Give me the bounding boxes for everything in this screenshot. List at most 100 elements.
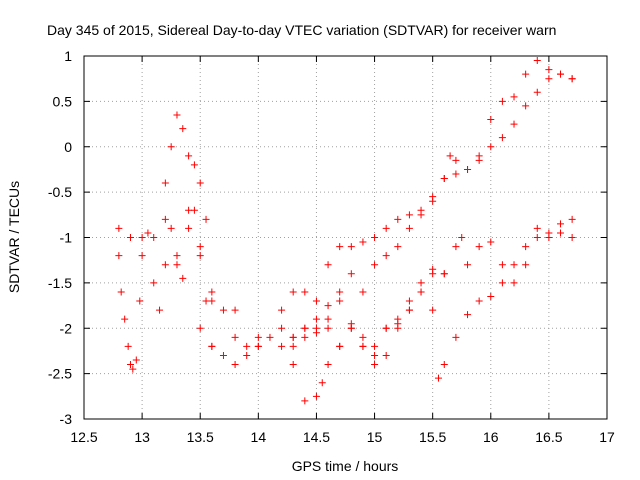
data-point-marker bbox=[185, 152, 193, 160]
data-point-marker bbox=[429, 306, 437, 314]
data-point-marker bbox=[289, 288, 297, 296]
data-point-marker bbox=[219, 306, 227, 314]
data-point-marker bbox=[167, 143, 175, 151]
data-point-marker bbox=[129, 365, 137, 373]
y-tick-label: 0.5 bbox=[53, 93, 73, 109]
data-point-marker bbox=[312, 315, 320, 323]
data-point-marker bbox=[568, 215, 576, 223]
data-point-marker bbox=[289, 361, 297, 369]
data-point-marker bbox=[359, 342, 367, 350]
data-point-marker bbox=[487, 238, 495, 246]
data-point-marker bbox=[382, 252, 390, 260]
y-tick-label: -3 bbox=[60, 411, 73, 427]
data-point-marker bbox=[124, 342, 132, 350]
data-point-marker bbox=[150, 279, 158, 287]
data-point-marker bbox=[324, 324, 332, 332]
data-point-marker bbox=[196, 179, 204, 187]
data-point-marker bbox=[324, 315, 332, 323]
ticks-layer: 12.5 13 13.5 14 14.5 15 15.5 16 16.5 17 -3 -2.5 -2 -1… bbox=[48, 48, 615, 445]
data-point-marker bbox=[301, 333, 309, 341]
data-point-marker bbox=[347, 243, 355, 251]
data-point-marker bbox=[557, 70, 565, 78]
data-point-marker bbox=[156, 306, 164, 314]
data-point-marker bbox=[208, 288, 216, 296]
data-point-marker bbox=[487, 292, 495, 300]
data-point-marker bbox=[312, 329, 320, 337]
data-point-marker bbox=[568, 234, 576, 241]
data-point-marker bbox=[144, 229, 152, 237]
data-point-marker bbox=[202, 297, 210, 305]
data-point-marker bbox=[429, 197, 437, 205]
data-point-marker bbox=[522, 243, 530, 251]
data-point-marker bbox=[324, 302, 332, 310]
data-point-marker bbox=[440, 361, 448, 369]
data-point-marker bbox=[371, 234, 379, 241]
data-point-marker bbox=[161, 215, 169, 223]
data-point-marker bbox=[440, 175, 448, 183]
x-tick-label: 16 bbox=[483, 429, 499, 445]
data-point-marker bbox=[446, 152, 454, 160]
data-point-marker bbox=[190, 161, 198, 169]
data-point-marker bbox=[510, 279, 518, 287]
data-point-marker bbox=[173, 261, 181, 269]
x-tick-label: 14 bbox=[251, 429, 267, 445]
data-point-marker bbox=[498, 97, 506, 105]
data-point-marker bbox=[522, 261, 530, 269]
x-axis-label: GPS time / hours bbox=[292, 458, 399, 474]
data-point-marker bbox=[219, 351, 227, 359]
x-tick-label: 17 bbox=[599, 429, 615, 445]
data-point-marker bbox=[312, 392, 320, 400]
data-point-marker bbox=[405, 211, 413, 219]
data-point-marker bbox=[196, 252, 204, 260]
data-point-marker bbox=[301, 324, 309, 332]
data-point-marker bbox=[371, 342, 379, 350]
data-point-marker bbox=[179, 274, 187, 282]
data-point-marker bbox=[417, 211, 425, 219]
data-point-marker bbox=[568, 75, 576, 83]
data-point-marker bbox=[533, 57, 541, 65]
data-point-marker bbox=[231, 361, 239, 369]
data-point-marker bbox=[405, 224, 413, 232]
data-point-marker bbox=[545, 229, 553, 237]
y-tick-label: -0.5 bbox=[48, 184, 72, 200]
data-point-marker bbox=[557, 220, 565, 228]
x-tick-label: 13 bbox=[134, 429, 150, 445]
data-point-marker bbox=[136, 297, 144, 305]
data-point-marker bbox=[475, 152, 483, 160]
data-point-marker bbox=[324, 261, 332, 269]
data-point-marker bbox=[382, 351, 390, 359]
data-point-marker bbox=[405, 306, 413, 314]
data-point-marker bbox=[359, 333, 367, 341]
data-point-marker bbox=[138, 234, 146, 241]
chart-title: Day 345 of 2015, Sidereal Day-to-day VTE… bbox=[47, 22, 556, 38]
data-point-marker bbox=[336, 342, 344, 350]
data-point-marker bbox=[196, 243, 204, 251]
data-point-marker bbox=[464, 165, 472, 173]
data-point-marker bbox=[440, 270, 448, 278]
data-point-marker bbox=[278, 342, 286, 350]
data-point-marker bbox=[243, 351, 251, 359]
y-tick-label: 0 bbox=[64, 139, 72, 155]
x-tick-label: 15.5 bbox=[419, 429, 446, 445]
data-point-marker bbox=[161, 179, 169, 187]
y-tick-label: -1 bbox=[60, 230, 73, 246]
data-point-marker bbox=[417, 279, 425, 287]
data-point-marker bbox=[359, 288, 367, 296]
data-point-marker bbox=[394, 243, 402, 251]
data-point-marker bbox=[231, 306, 239, 314]
x-tick-label: 15 bbox=[367, 429, 383, 445]
data-point-marker bbox=[417, 288, 425, 296]
data-point-marker bbox=[452, 333, 460, 341]
data-point-marker bbox=[289, 333, 297, 341]
y-tick-label: 1 bbox=[64, 48, 72, 64]
data-point-marker bbox=[132, 356, 140, 364]
data-point-marker bbox=[126, 234, 134, 241]
data-point-marker bbox=[522, 102, 530, 110]
data-point-marker bbox=[434, 374, 442, 382]
data-point-marker bbox=[371, 361, 379, 369]
data-point-marker bbox=[318, 379, 326, 387]
y-tick-label: -2.5 bbox=[48, 366, 72, 382]
data-point-marker bbox=[359, 238, 367, 246]
data-point-marker bbox=[138, 252, 146, 260]
